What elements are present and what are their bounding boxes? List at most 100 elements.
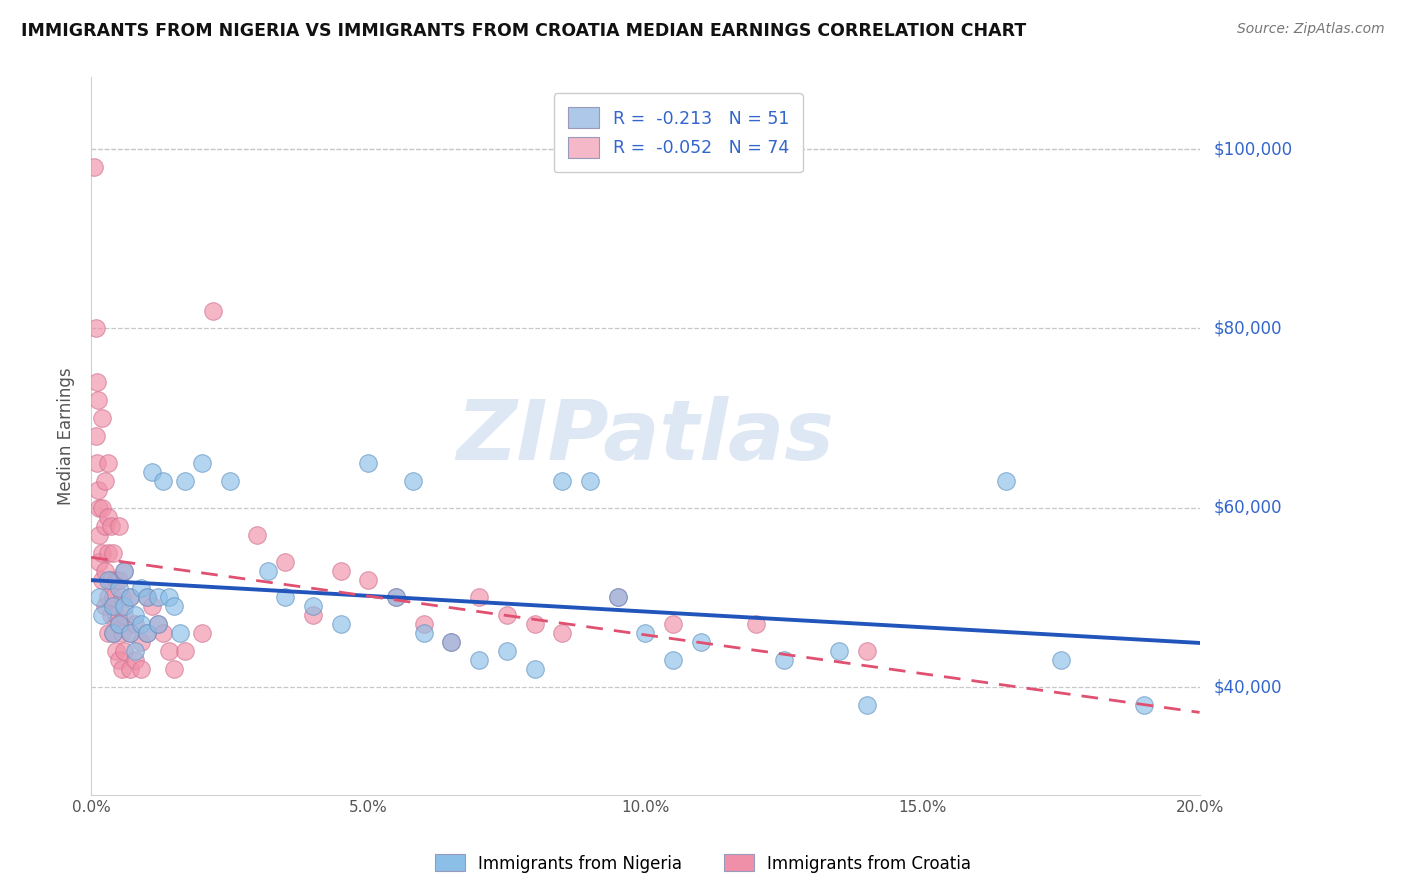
Point <box>103 626 125 640</box>
Point <box>551 626 574 640</box>
Point <box>1050 653 1073 667</box>
Point <box>856 698 879 712</box>
Point <box>105 608 128 623</box>
Point <box>86 376 108 390</box>
Point <box>412 626 434 640</box>
Legend: R =  -0.213   N = 51, R =  -0.052   N = 74: R = -0.213 N = 51, R = -0.052 N = 74 <box>554 94 803 172</box>
Point <box>112 644 135 658</box>
Point <box>495 644 517 658</box>
Point <box>108 653 131 667</box>
Point <box>83 160 105 174</box>
Point <box>91 500 114 515</box>
Point <box>103 599 125 614</box>
Point <box>97 573 120 587</box>
Point <box>301 599 323 614</box>
Point <box>89 555 111 569</box>
Point <box>91 546 114 560</box>
Point <box>191 456 214 470</box>
Point <box>274 591 297 605</box>
Point <box>169 626 191 640</box>
Point <box>174 644 197 658</box>
Point <box>111 591 134 605</box>
Point <box>94 564 117 578</box>
Point <box>111 662 134 676</box>
Point <box>994 474 1017 488</box>
Point <box>118 626 141 640</box>
Point <box>86 456 108 470</box>
Point <box>412 617 434 632</box>
Point <box>152 474 174 488</box>
Point <box>495 608 517 623</box>
Text: IMMIGRANTS FROM NIGERIA VS IMMIGRANTS FROM CROATIA MEDIAN EARNINGS CORRELATION C: IMMIGRANTS FROM NIGERIA VS IMMIGRANTS FR… <box>21 22 1026 40</box>
Point <box>440 635 463 649</box>
Point <box>105 644 128 658</box>
Point <box>100 608 122 623</box>
Point <box>89 527 111 541</box>
Point <box>108 518 131 533</box>
Text: $40,000: $40,000 <box>1213 678 1282 696</box>
Point <box>129 617 152 632</box>
Point <box>118 591 141 605</box>
Point <box>135 591 157 605</box>
Point <box>108 582 131 596</box>
Point <box>97 456 120 470</box>
Point <box>135 626 157 640</box>
Point <box>103 626 125 640</box>
Point <box>202 303 225 318</box>
Point <box>523 617 546 632</box>
Point <box>329 564 352 578</box>
Point <box>773 653 796 667</box>
Point <box>606 591 628 605</box>
Point <box>301 608 323 623</box>
Point <box>112 599 135 614</box>
Point <box>87 483 110 497</box>
Point <box>745 617 768 632</box>
Point <box>146 617 169 632</box>
Point <box>274 555 297 569</box>
Text: $100,000: $100,000 <box>1213 140 1292 158</box>
Point <box>97 591 120 605</box>
Point <box>112 564 135 578</box>
Point <box>579 474 602 488</box>
Point <box>97 546 120 560</box>
Point <box>129 582 152 596</box>
Point <box>551 474 574 488</box>
Point <box>97 509 120 524</box>
Point <box>118 662 141 676</box>
Point <box>108 617 131 632</box>
Point <box>163 662 186 676</box>
Point <box>118 626 141 640</box>
Point <box>94 599 117 614</box>
Point <box>152 626 174 640</box>
Point <box>94 474 117 488</box>
Point <box>100 518 122 533</box>
Text: Source: ZipAtlas.com: Source: ZipAtlas.com <box>1237 22 1385 37</box>
Point <box>357 456 380 470</box>
Point <box>97 626 120 640</box>
Point <box>662 653 685 667</box>
Point <box>108 573 131 587</box>
Point <box>385 591 408 605</box>
Point <box>91 608 114 623</box>
Legend: Immigrants from Nigeria, Immigrants from Croatia: Immigrants from Nigeria, Immigrants from… <box>429 847 977 880</box>
Point <box>856 644 879 658</box>
Point <box>157 591 180 605</box>
Point <box>141 465 163 479</box>
Point <box>87 393 110 408</box>
Point <box>105 573 128 587</box>
Point <box>89 591 111 605</box>
Point <box>634 626 657 640</box>
Point <box>146 591 169 605</box>
Point <box>357 573 380 587</box>
Point <box>84 429 107 443</box>
Point <box>468 653 491 667</box>
Point <box>606 591 628 605</box>
Y-axis label: Median Earnings: Median Earnings <box>58 368 75 505</box>
Point <box>141 599 163 614</box>
Point <box>91 411 114 425</box>
Point <box>112 608 135 623</box>
Point <box>191 626 214 640</box>
Text: ZIPatlas: ZIPatlas <box>457 395 834 476</box>
Point <box>124 608 146 623</box>
Point <box>146 617 169 632</box>
